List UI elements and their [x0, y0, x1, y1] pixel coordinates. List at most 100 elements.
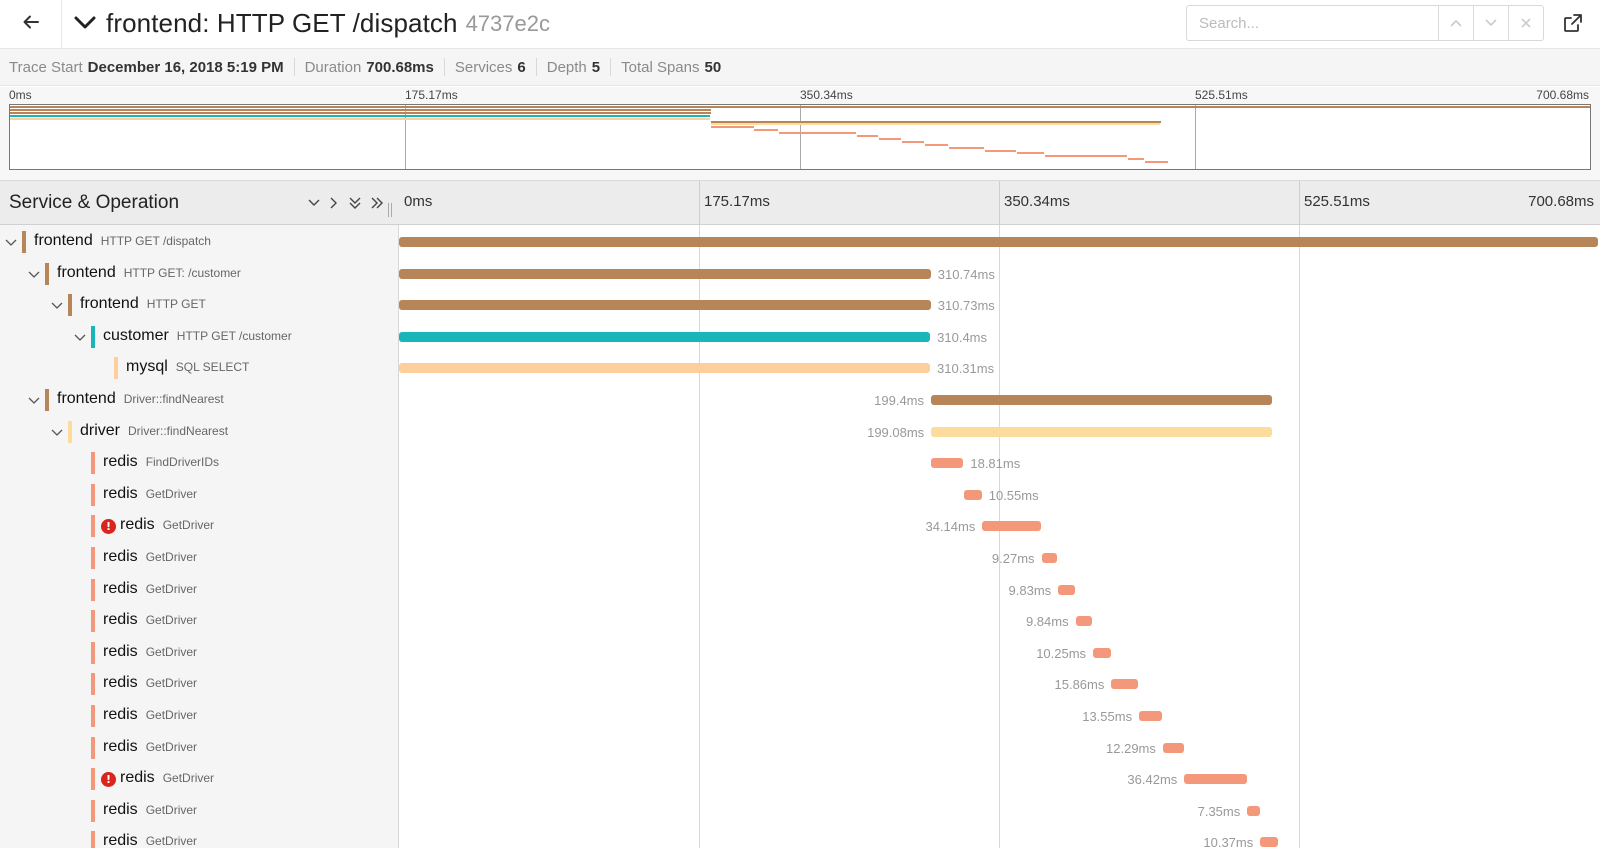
timeline-gridline [1299, 225, 1300, 848]
chevron-down-icon[interactable] [27, 394, 41, 408]
span-row[interactable]: frontend Driver::findNearest [0, 385, 398, 416]
timeline-header: Service & Operation 0ms 175.17ms 350.34m… [0, 181, 1600, 225]
span-row[interactable]: ! redis GetDriver [0, 764, 398, 795]
span-operation-name: GetDriver [145, 740, 198, 754]
span-row[interactable]: redis GetDriver [0, 480, 398, 511]
service-color-bar [91, 642, 95, 664]
service-color-bar [91, 579, 95, 601]
span-bar[interactable] [931, 427, 1272, 437]
span-bar[interactable] [1184, 774, 1247, 784]
span-row[interactable]: redis GetDriver [0, 543, 398, 574]
search-next-button[interactable] [1474, 5, 1509, 41]
service-color-bar [91, 831, 95, 848]
span-duration-label: 18.81ms [970, 456, 1021, 471]
minimap-canvas[interactable] [9, 104, 1591, 170]
chevron-down-icon[interactable] [27, 268, 41, 282]
span-bar[interactable] [399, 300, 931, 310]
span-row[interactable]: redis GetDriver [0, 575, 398, 606]
span-row[interactable]: ! redis GetDriver [0, 511, 398, 542]
expand-one-button[interactable] [325, 193, 343, 213]
span-bar[interactable] [1058, 585, 1075, 595]
chevron-down-icon[interactable] [73, 331, 87, 345]
span-bar[interactable] [1260, 837, 1278, 847]
span-duration-label: 310.74ms [937, 267, 995, 282]
chevrons-right-icon [371, 197, 383, 209]
column-resizer[interactable] [388, 203, 394, 217]
minimap-span [878, 137, 901, 140]
minimap-span [1127, 158, 1145, 161]
span-operation-name: Driver::findNearest [123, 392, 224, 406]
span-service-name: redis GetDriver [103, 580, 198, 597]
service-color-bar [91, 673, 95, 695]
span-list: frontend HTTP GET /dispatch frontend HTTP G… [0, 225, 1600, 848]
collapse-trace-button[interactable] [72, 10, 98, 36]
span-bar[interactable] [1162, 743, 1184, 753]
service-color-bar [91, 705, 95, 727]
header-gridline [1299, 181, 1300, 225]
chevron-down-icon[interactable] [4, 236, 18, 250]
minimap-tick-label: 350.34ms [800, 88, 853, 102]
service-color-bar [91, 484, 95, 506]
timeline-tick-label: 700.68ms [1528, 193, 1594, 210]
span-bar[interactable] [1075, 616, 1093, 626]
span-bar[interactable] [399, 363, 930, 373]
span-bar[interactable] [982, 521, 1041, 531]
span-row[interactable]: redis GetDriver [0, 827, 398, 848]
span-row[interactable]: redis GetDriver [0, 638, 398, 669]
back-button[interactable] [0, 0, 62, 48]
span-row[interactable]: redis GetDriver [0, 669, 398, 700]
chevrons-down-icon [349, 197, 361, 209]
span-row[interactable]: redis GetDriver [0, 701, 398, 732]
chevron-down-icon[interactable] [50, 426, 64, 440]
span-row[interactable]: frontend HTTP GET: /customer [0, 259, 398, 290]
span-bar[interactable] [399, 237, 1598, 247]
span-row[interactable]: customer HTTP GET /customer [0, 322, 398, 353]
header-gridline [999, 181, 1000, 225]
span-row[interactable]: redis FindDriverIDs [0, 448, 398, 479]
open-standalone-button[interactable] [1560, 10, 1586, 36]
span-operation-name: GetDriver [145, 487, 198, 501]
chevron-down-icon[interactable] [50, 299, 64, 313]
expand-all-button[interactable] [368, 193, 386, 213]
span-row[interactable]: redis GetDriver [0, 606, 398, 637]
span-row[interactable]: frontend HTTP GET /dispatch [0, 227, 398, 258]
service-color-bar [22, 231, 26, 253]
collapse-all-button[interactable] [346, 193, 364, 213]
search-field[interactable] [1186, 5, 1439, 41]
service-operation-title: Service & Operation [9, 192, 180, 213]
span-service-name: redis GetDriver [103, 611, 198, 628]
service-color-bar [91, 326, 95, 348]
search-input[interactable] [1187, 6, 1438, 40]
span-bar[interactable] [1041, 553, 1058, 563]
span-service-name: customer HTTP GET /customer [103, 327, 292, 344]
span-duration-label: 10.55ms [988, 488, 1039, 503]
search-prev-button[interactable] [1439, 5, 1474, 41]
divider [293, 58, 295, 76]
span-service-name: driver Driver::findNearest [80, 422, 229, 439]
span-bar[interactable] [1139, 711, 1163, 721]
span-service-name: frontend HTTP GET: /customer [57, 264, 241, 281]
span-bar[interactable] [931, 395, 1273, 405]
span-bar[interactable] [399, 332, 931, 342]
timeline-tick-label: 0ms [404, 193, 433, 210]
span-row[interactable]: driver Driver::findNearest [0, 417, 398, 448]
span-row[interactable]: mysql SQL SELECT [0, 353, 398, 384]
span-row[interactable]: redis GetDriver [0, 796, 398, 827]
span-bar[interactable] [1111, 679, 1139, 689]
span-operation-name: GetDriver [145, 676, 198, 690]
minimap-span [10, 111, 711, 114]
minimap-gridline [1195, 105, 1196, 169]
minimap-gridline [405, 105, 406, 169]
search-clear-button[interactable] [1509, 5, 1544, 41]
span-operation-name: HTTP GET: /customer [123, 266, 241, 280]
span-row[interactable]: frontend HTTP GET [0, 290, 398, 321]
span-bar[interactable] [399, 269, 931, 279]
collapse-one-button[interactable] [305, 193, 323, 213]
span-bar[interactable] [1247, 806, 1260, 816]
close-icon [1521, 18, 1531, 28]
trace-minimap[interactable]: 0ms 175.17ms 350.34ms 525.51ms 700.68ms [0, 87, 1600, 181]
span-bar[interactable] [963, 490, 982, 500]
span-row[interactable]: redis GetDriver [0, 733, 398, 764]
span-bar[interactable] [931, 458, 964, 468]
span-bar[interactable] [1093, 648, 1111, 658]
